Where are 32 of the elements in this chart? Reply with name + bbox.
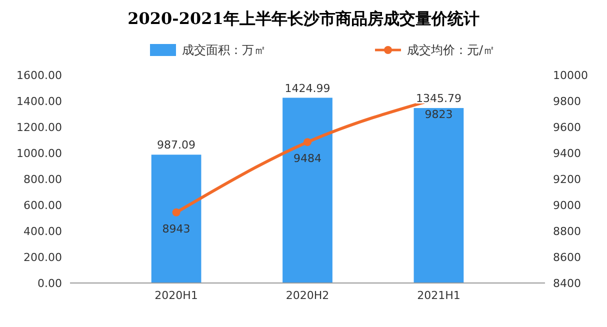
y2-tick-label: 8600 <box>553 251 581 264</box>
y2-tick-label: 9800 <box>553 95 581 108</box>
y2-tick-label: 8400 <box>553 277 581 290</box>
bar <box>151 154 202 283</box>
x-tick-label: 2021H1 <box>417 289 460 302</box>
legend-label: 成交面积：万㎡ <box>182 43 266 57</box>
y2-tick-label: 9200 <box>553 173 581 186</box>
y-tick-label: 600.00 <box>24 199 62 212</box>
bar <box>414 108 464 283</box>
x-tick-label: 2020H1 <box>154 289 198 302</box>
data-label: 9484 <box>294 152 322 166</box>
x-tick-label: 2020H2 <box>286 289 330 302</box>
legend-label: 成交均价：元/㎡ <box>407 43 496 57</box>
y-tick-label: 200.00 <box>24 251 62 264</box>
y-tick-label: 800.00 <box>24 173 62 186</box>
y2-tick-label: 9600 <box>553 121 581 134</box>
y-tick-label: 1400.00 <box>16 95 62 108</box>
y-tick-label: 1600.00 <box>16 69 62 82</box>
y-tick-label: 1200.00 <box>16 121 62 134</box>
y2-tick-label: 8800 <box>553 225 581 238</box>
y2-tick-label: 10000 <box>553 69 588 82</box>
data-label: 987.09 <box>157 138 196 152</box>
y2-tick-label: 9400 <box>553 147 581 160</box>
y-tick-label: 400.00 <box>24 225 62 238</box>
y-tick-label: 1000.00 <box>16 147 62 160</box>
y2-tick-label: 9000 <box>553 199 581 212</box>
chart-title: 2020-2021年上半年长沙市商品房成交量价统计 <box>128 9 480 28</box>
bar <box>282 98 332 283</box>
data-label: 8943 <box>162 222 190 236</box>
y-tick-label: 0.00 <box>38 277 62 290</box>
data-label: 1424.99 <box>284 82 330 95</box>
data-label: 9823 <box>424 108 453 122</box>
